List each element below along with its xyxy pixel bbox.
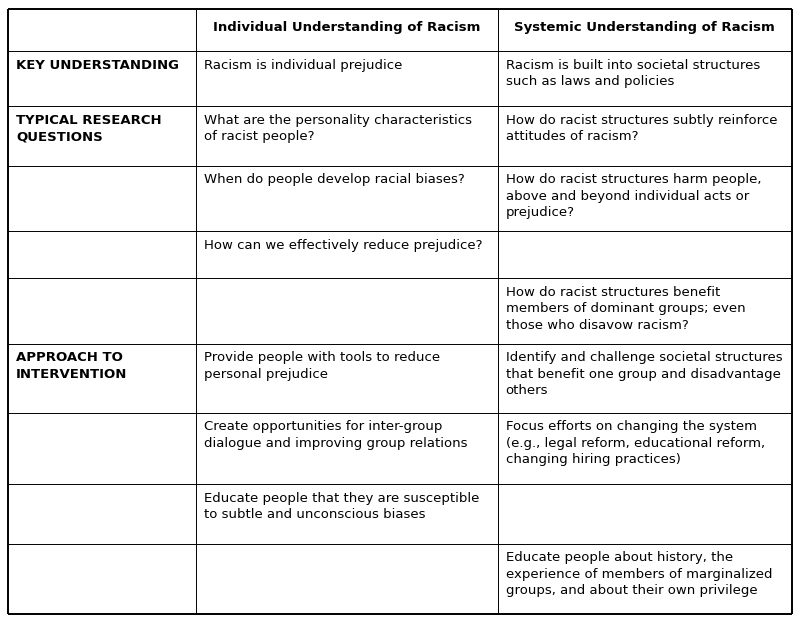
Text: Racism is built into societal structures
such as laws and policies: Racism is built into societal structures… [506,59,760,89]
Text: Individual Understanding of Racism: Individual Understanding of Racism [213,21,481,33]
Text: How do racist structures harm people,
above and beyond individual acts or
prejud: How do racist structures harm people, ab… [506,173,761,219]
Text: What are the personality characteristics
of racist people?: What are the personality characteristics… [204,114,472,143]
Text: How can we effectively reduce prejudice?: How can we effectively reduce prejudice? [204,239,482,252]
Text: KEY UNDERSTANDING: KEY UNDERSTANDING [16,59,179,72]
Text: Systemic Understanding of Racism: Systemic Understanding of Racism [514,21,775,33]
Text: Provide people with tools to reduce
personal prejudice: Provide people with tools to reduce pers… [204,352,440,381]
Text: Educate people that they are susceptible
to subtle and unconscious biases: Educate people that they are susceptible… [204,492,479,521]
Text: Focus efforts on changing the system
(e.g., legal reform, educational reform,
ch: Focus efforts on changing the system (e.… [506,420,765,466]
Text: APPROACH TO
INTERVENTION: APPROACH TO INTERVENTION [16,352,127,381]
Text: TYPICAL RESEARCH
QUESTIONS: TYPICAL RESEARCH QUESTIONS [16,114,162,143]
Text: Educate people about history, the
experience of members of marginalized
groups, : Educate people about history, the experi… [506,551,772,597]
Text: How do racist structures benefit
members of dominant groups; even
those who disa: How do racist structures benefit members… [506,286,746,332]
Text: Create opportunities for inter-group
dialogue and improving group relations: Create opportunities for inter-group dia… [204,420,467,449]
Text: Identify and challenge societal structures
that benefit one group and disadvanta: Identify and challenge societal structur… [506,352,782,397]
Text: How do racist structures subtly reinforce
attitudes of racism?: How do racist structures subtly reinforc… [506,114,777,143]
Text: Racism is individual prejudice: Racism is individual prejudice [204,59,402,72]
Text: When do people develop racial biases?: When do people develop racial biases? [204,173,465,186]
